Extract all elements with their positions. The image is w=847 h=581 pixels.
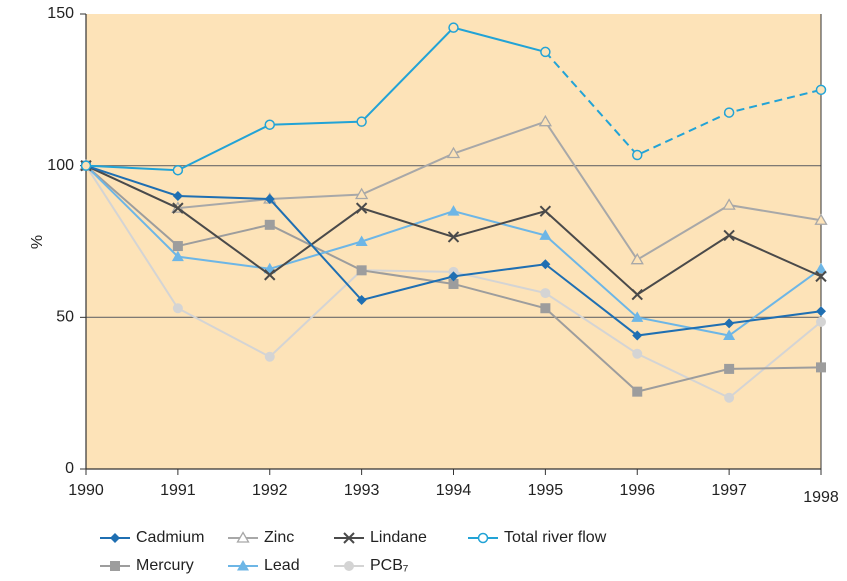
marker	[355, 202, 368, 214]
legend-marker	[343, 532, 355, 544]
x-tick-label: 1992	[252, 482, 288, 499]
marker	[723, 107, 735, 118]
marker	[356, 116, 367, 127]
marker	[447, 231, 460, 243]
marker	[723, 229, 735, 242]
marker	[632, 386, 643, 397]
marker	[172, 191, 183, 201]
legend-label: PCB₇	[370, 557, 408, 574]
x-tick-label: 1998	[803, 489, 839, 506]
x-tick-label: 1990	[68, 482, 104, 499]
legend-label: Zinc	[264, 529, 294, 546]
marker	[172, 241, 183, 252]
marker	[724, 318, 735, 329]
marker	[172, 164, 184, 176]
marker	[815, 270, 827, 283]
marker	[722, 198, 736, 210]
legend-marker	[110, 533, 120, 543]
legend-marker	[237, 560, 249, 571]
marker	[355, 235, 368, 246]
y-tick-label: 50	[56, 309, 74, 326]
x-tick-label: 1991	[160, 482, 196, 499]
marker	[632, 348, 643, 359]
marker	[631, 311, 644, 322]
marker	[356, 295, 367, 306]
legend-label: Mercury	[136, 557, 194, 574]
marker	[80, 160, 92, 171]
marker	[171, 250, 184, 262]
marker	[724, 392, 735, 403]
marker	[448, 22, 459, 33]
marker	[354, 187, 369, 200]
legend-label: Lead	[264, 557, 300, 574]
y-tick-label: 0	[65, 460, 74, 477]
marker	[448, 278, 459, 289]
marker	[446, 146, 461, 159]
x-tick-label: 1997	[711, 482, 747, 499]
marker	[538, 114, 553, 127]
marker	[632, 330, 643, 341]
marker	[814, 213, 828, 225]
marker	[724, 363, 735, 374]
marker	[540, 46, 551, 58]
x-tick-label: 1993	[344, 482, 380, 499]
marker	[356, 265, 367, 276]
legend-marker	[110, 561, 120, 571]
marker	[816, 316, 826, 327]
marker	[630, 252, 644, 265]
y-tick-label: 100	[47, 157, 74, 174]
marker	[264, 351, 275, 362]
marker	[264, 269, 276, 281]
marker	[540, 288, 551, 299]
series-line	[85, 26, 546, 172]
marker	[447, 205, 460, 216]
marker	[448, 271, 459, 282]
marker	[264, 219, 275, 230]
marker	[540, 259, 551, 270]
plot-background	[86, 14, 821, 469]
marker	[264, 119, 275, 130]
y-axis-label: %	[29, 235, 46, 249]
legend-label: Cadmium	[136, 529, 204, 546]
marker	[631, 288, 643, 301]
x-tick-label: 1995	[528, 482, 564, 499]
marker	[539, 229, 552, 240]
marker	[172, 202, 184, 214]
marker	[816, 306, 826, 317]
legend-marker	[344, 561, 354, 571]
series-line	[544, 51, 822, 157]
marker	[723, 329, 736, 341]
marker	[815, 84, 827, 96]
marker	[540, 303, 551, 314]
marker	[264, 194, 275, 205]
legend-label: Lindane	[370, 529, 427, 546]
marker	[632, 149, 643, 161]
legend-label: Total river flow	[504, 529, 607, 546]
y-tick-label: 150	[47, 5, 74, 22]
marker	[539, 205, 552, 217]
x-tick-label: 1996	[619, 482, 655, 499]
legend-marker	[236, 531, 250, 543]
marker	[816, 362, 826, 373]
legend-marker	[477, 532, 489, 544]
marker	[172, 303, 183, 314]
marker	[815, 262, 827, 274]
x-tick-label: 1994	[436, 482, 472, 499]
